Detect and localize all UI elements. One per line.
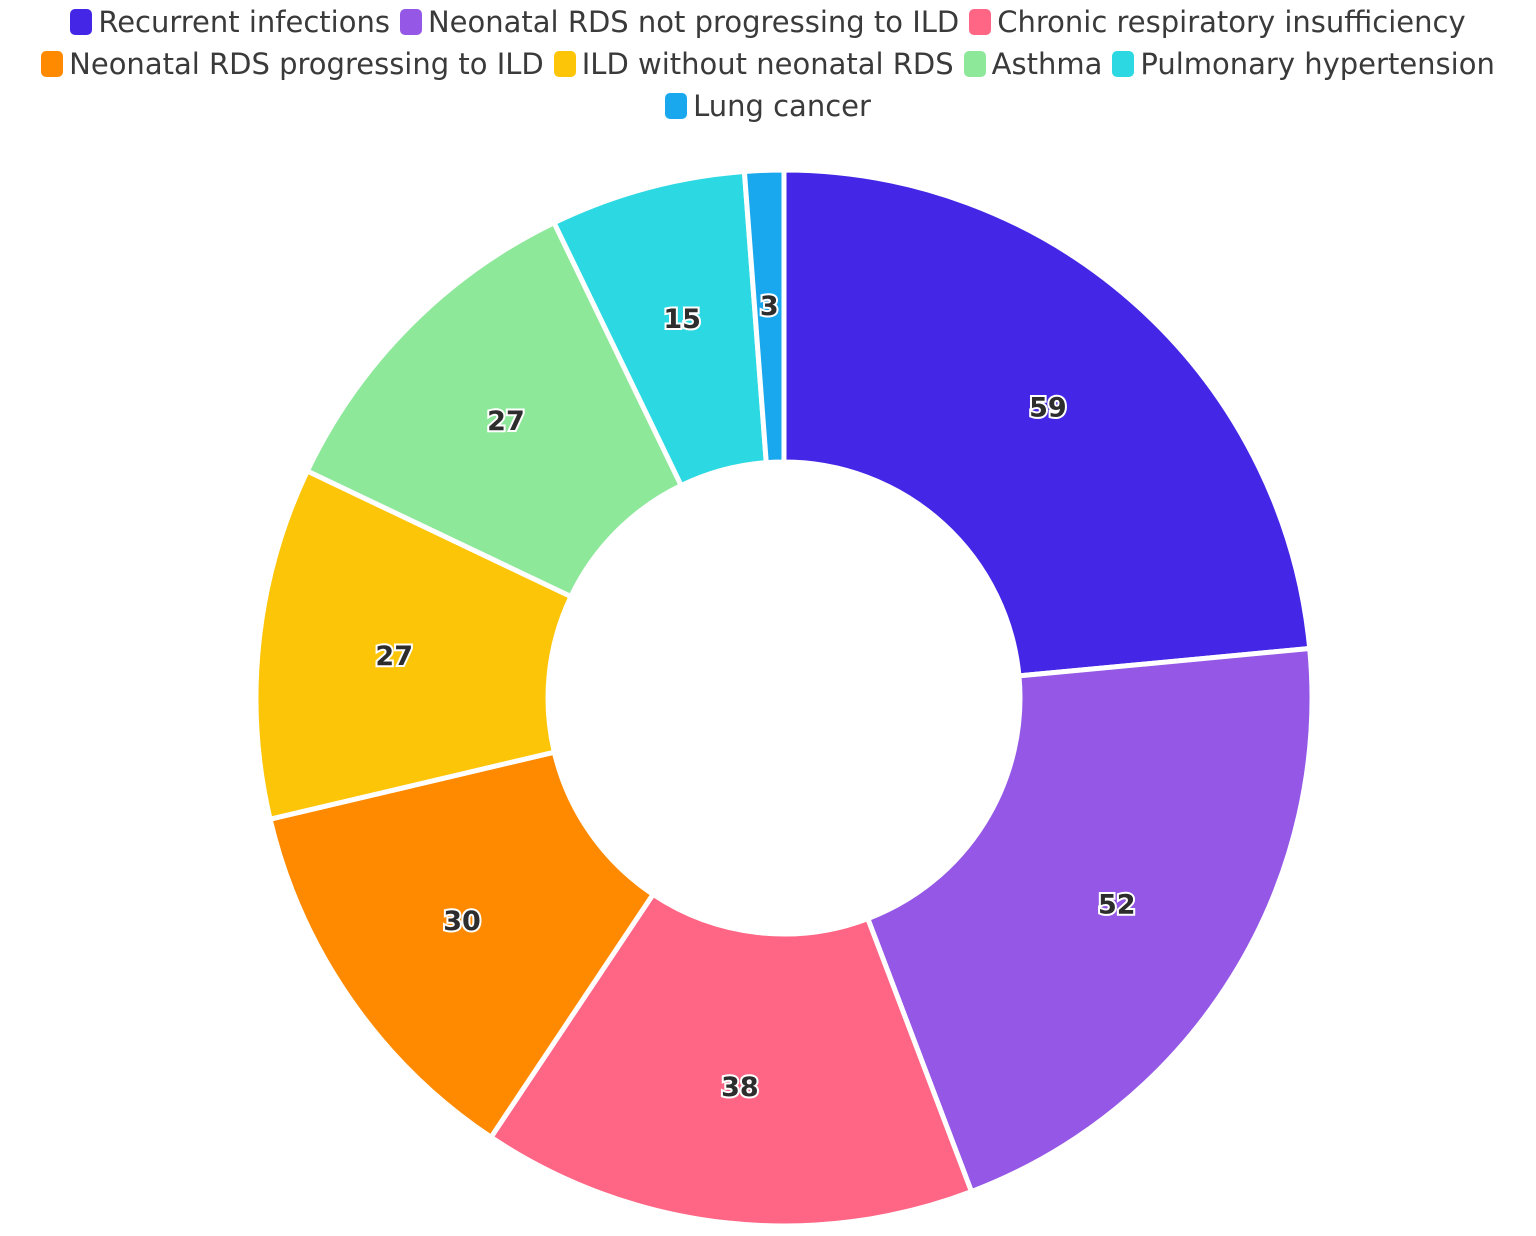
slice-value-label: 59	[1029, 393, 1067, 424]
legend-label: Neonatal RDS progressing to ILD	[69, 47, 544, 81]
slice-value-label: 27	[375, 641, 413, 672]
legend-label: Lung cancer	[693, 89, 871, 123]
legend-swatch	[969, 9, 992, 35]
donut-chart: 59 52 38 30 27 27 15 3	[253, 167, 1315, 1229]
donut-slice-ild-without-neonatal-rds	[253, 468, 574, 822]
slice-value-label: 27	[487, 406, 525, 437]
legend-label: Asthma	[991, 47, 1103, 81]
legend-item-lung-cancer: Lung cancer	[665, 88, 871, 124]
legend-label: Chronic respiratory insufficiency	[997, 5, 1466, 39]
chart-legend: Recurrent infections Neonatal RDS not pr…	[0, 4, 1536, 124]
slice-value-label: 30	[443, 906, 481, 937]
legend-item-ild-without-neonatal-rds: ILD without neonatal RDS	[553, 46, 954, 82]
legend-item-recurrent-infections: Recurrent infections	[70, 4, 390, 40]
donut-slice-recurrent-infections	[781, 167, 1313, 679]
legend-label: Neonatal RDS not progressing to ILD	[427, 5, 960, 39]
legend-swatch	[963, 51, 986, 77]
legend-swatch	[665, 93, 688, 119]
legend-item-neonatal-rds-progressing: Neonatal RDS progressing to ILD	[41, 46, 544, 82]
legend-swatch	[553, 51, 576, 77]
donut-slice-neonatal-rds-progressing-to-ild	[267, 749, 656, 1140]
donut-slice-asthma	[304, 220, 684, 600]
slice-value-label: 15	[663, 304, 701, 335]
slice-value-label: 3	[760, 291, 779, 322]
legend-swatch	[1112, 51, 1135, 77]
legend-label: ILD without neonatal RDS	[581, 47, 954, 81]
slice-value-label: 52	[1098, 890, 1136, 921]
legend-item-pulmonary-hypertension: Pulmonary hypertension	[1112, 46, 1495, 82]
legend-row-3: Lung cancer	[0, 88, 1536, 124]
legend-item-chronic-respiratory-insufficiency: Chronic respiratory insufficiency	[969, 4, 1466, 40]
legend-item-asthma: Asthma	[963, 46, 1103, 82]
legend-swatch	[41, 51, 64, 77]
legend-item-neonatal-rds-not-progressing: Neonatal RDS not progressing to ILD	[399, 4, 960, 40]
donut-slice-neonatal-rds-not-progressing-to-ild	[865, 646, 1315, 1195]
donut-slice-chronic-respiratory-insufficiency	[488, 891, 974, 1229]
legend-label: Recurrent infections	[98, 5, 390, 39]
legend-swatch	[399, 9, 422, 35]
legend-label: Pulmonary hypertension	[1140, 47, 1495, 81]
legend-swatch	[70, 9, 93, 35]
donut-slice-lung-cancer	[741, 167, 787, 466]
legend-row-2: Neonatal RDS progressing to ILD ILD with…	[0, 46, 1536, 82]
legend-row-1: Recurrent infections Neonatal RDS not pr…	[0, 4, 1536, 40]
slice-value-label: 38	[721, 1072, 759, 1103]
